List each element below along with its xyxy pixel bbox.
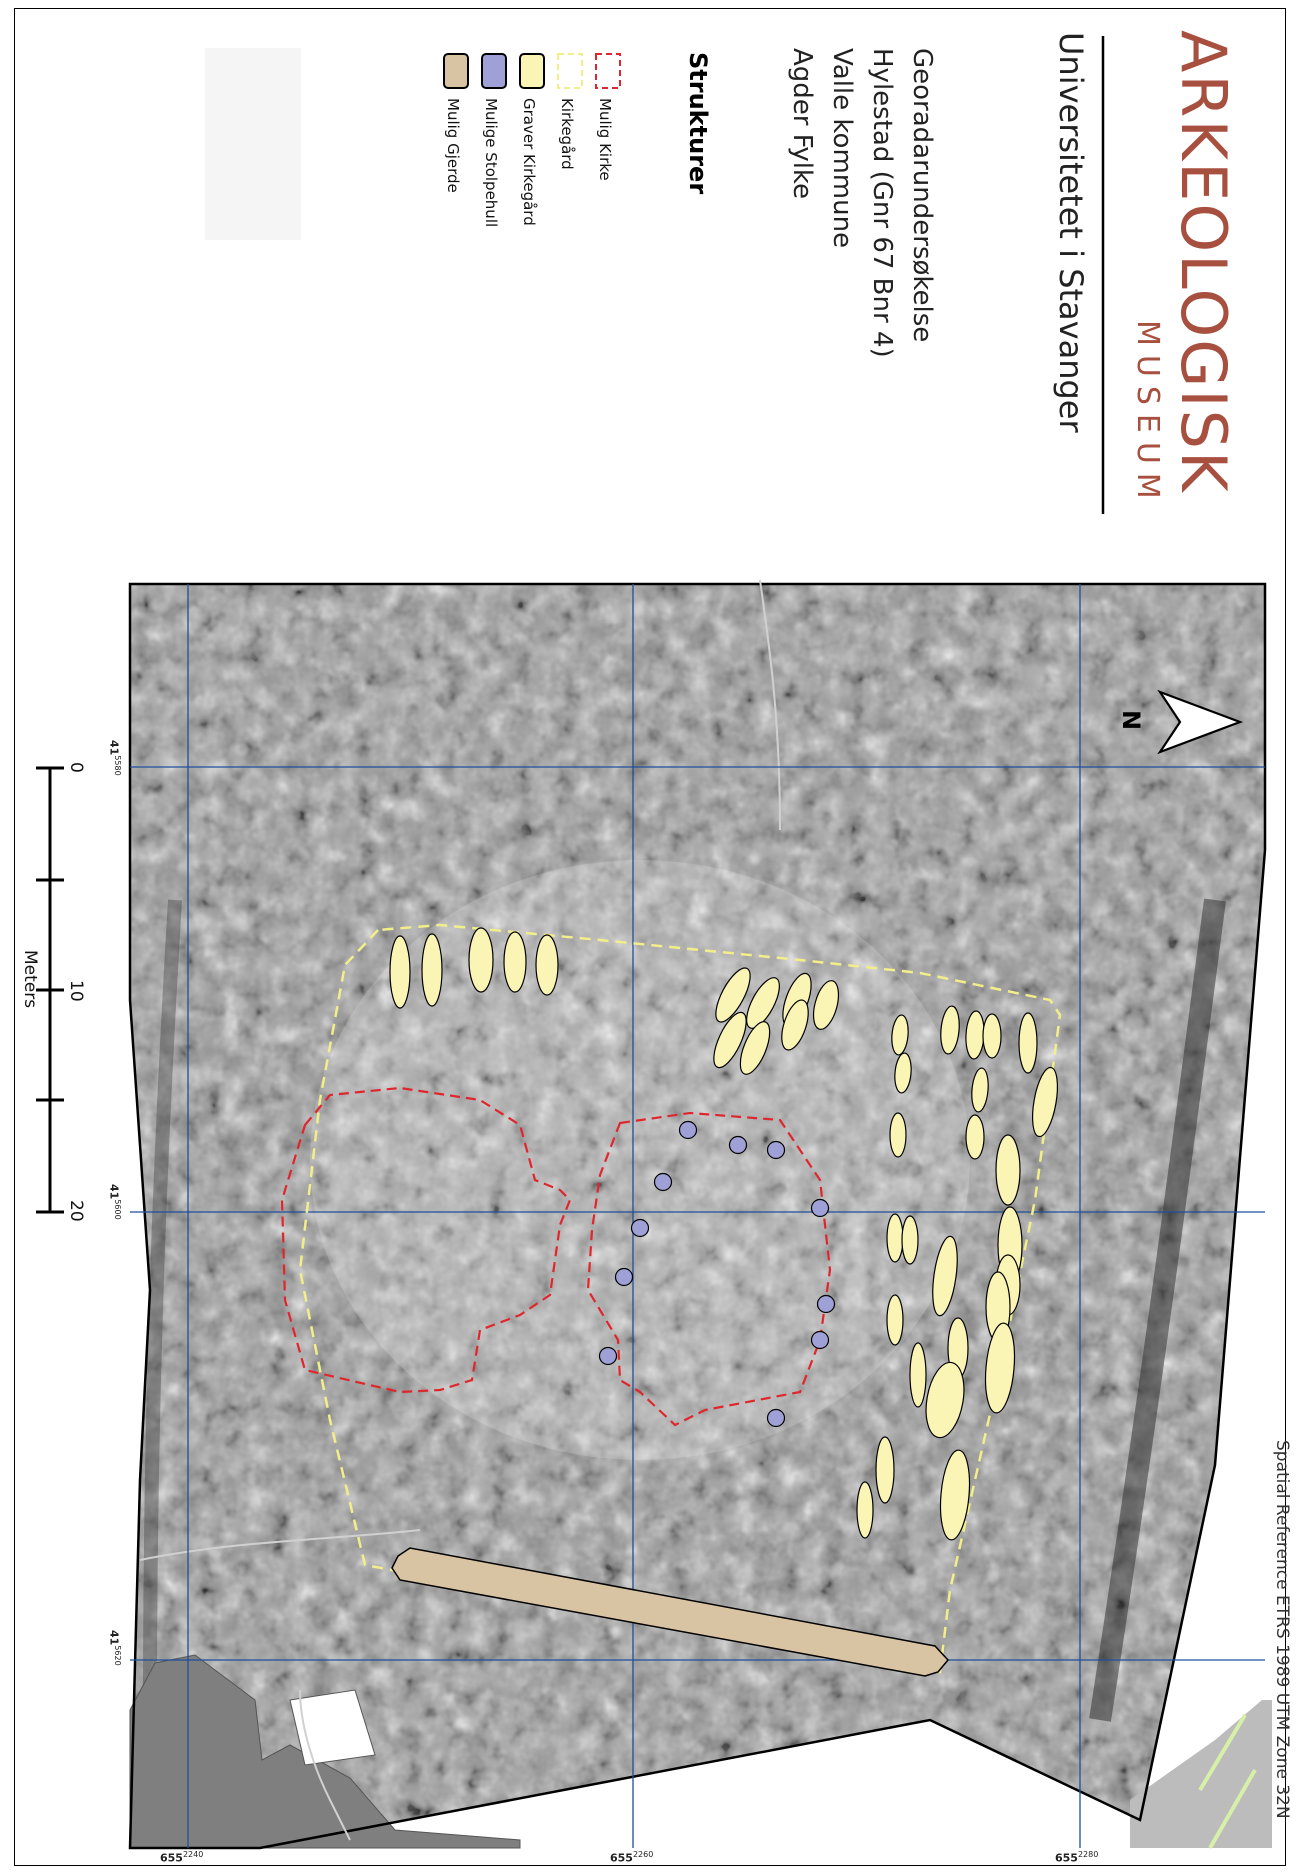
north-arrow: [1157, 689, 1244, 755]
scale-label-0: 0: [66, 762, 86, 773]
grave: [812, 980, 840, 1030]
institution-name: Universitetet i Stavanger: [1052, 32, 1090, 433]
page-frame: [14, 8, 1286, 1866]
grave: [971, 1067, 989, 1113]
mulig-kirke-east: [586, 1111, 832, 1427]
posthole: [810, 1330, 830, 1350]
grave: [886, 1294, 904, 1346]
scale-bar: [36, 766, 64, 1214]
spatial-reference: Spatial Reference ETRS 1989 UTM Zone 32N: [1272, 1440, 1292, 1819]
posthole: [653, 1172, 673, 1192]
mulig-kirke-west: [280, 1086, 572, 1394]
grave: [909, 1342, 927, 1408]
posthole: [728, 1135, 748, 1155]
legend-label-stolpehull: Mulige Stolpehull: [482, 98, 500, 228]
scale-unit: Meters: [20, 950, 40, 1009]
scale-label-10: 10: [66, 980, 86, 1002]
grave: [739, 1021, 771, 1075]
posthole: [766, 1140, 786, 1160]
grave: [995, 1134, 1021, 1206]
grave: [982, 1013, 1002, 1059]
survey-title: Georadarundersøkelse: [907, 48, 937, 343]
posthole: [766, 1408, 786, 1428]
northing-label-3: 415620: [107, 1630, 122, 1666]
scale-label-20: 20: [66, 1200, 86, 1222]
northing-label-1: 415580: [107, 740, 122, 776]
grave: [889, 1112, 907, 1158]
municipality: Valle kommune: [827, 48, 857, 249]
adjacent-raster-patch: [1130, 1700, 1272, 1849]
posthole: [614, 1267, 634, 1287]
grave: [781, 999, 809, 1051]
legend-label-mulig-kirke: Mulig Kirke: [596, 98, 614, 181]
grave: [389, 935, 411, 1009]
grave: [713, 1011, 747, 1069]
county: Agder Fylke: [787, 48, 817, 200]
grave: [535, 934, 559, 996]
grave: [891, 1014, 909, 1056]
north-label: N: [1117, 710, 1145, 731]
posthole: [630, 1218, 650, 1238]
gpr-raster: [130, 584, 1265, 1848]
survey-outline: [128, 582, 1267, 1850]
grave: [925, 1361, 965, 1439]
posthole: [816, 1294, 836, 1314]
grave: [932, 1235, 958, 1317]
grave: [1018, 1012, 1038, 1074]
grave: [965, 1114, 985, 1160]
easting-label-1: 6552240: [160, 1850, 204, 1865]
postholes-layer: [598, 1120, 836, 1428]
legend-label-kirkegard: Kirkegård: [558, 98, 576, 170]
posthole: [810, 1198, 830, 1218]
graves-layer: [389, 927, 1059, 1541]
grave: [856, 1481, 874, 1539]
logo-main: ARKEOLOGISK: [1167, 30, 1240, 494]
grave: [984, 1322, 1016, 1414]
legend-label-graver: Graver Kirkegård: [520, 98, 538, 226]
grave: [421, 933, 443, 1007]
legend-swatches: [443, 53, 621, 89]
logo-sub: MUSEUM: [1130, 320, 1165, 508]
northing-label-2: 415600: [107, 1184, 122, 1220]
legend-swatch-graver: [519, 53, 545, 89]
property-line: [139, 579, 781, 1841]
posthole: [678, 1120, 698, 1140]
location-line: Hylestad (Gnr 67 Bnr 4): [867, 48, 897, 358]
mulig-gjerde: [391, 1547, 949, 1677]
legend-swatch-mulig-kirke: [595, 53, 621, 89]
legend-swatch-kirkegard: [557, 53, 583, 89]
grave: [503, 931, 527, 993]
grave: [1031, 1066, 1059, 1138]
grave: [875, 1436, 895, 1504]
grave: [886, 1213, 904, 1263]
map-grid: [130, 584, 1265, 1848]
legend-swatch-stolpehull: [481, 53, 507, 89]
easting-label-2: 6552260: [610, 1850, 654, 1865]
grave: [901, 1215, 919, 1265]
grave: [939, 1449, 971, 1541]
grave: [715, 967, 751, 1023]
posthole: [598, 1346, 618, 1366]
building-footprints: [129, 1654, 521, 1849]
grave: [468, 927, 494, 993]
legend-title: Strukturer: [684, 52, 712, 195]
grave: [746, 977, 780, 1029]
easting-label-3: 6552280: [1055, 1850, 1099, 1865]
legend-swatch-gjerde: [443, 53, 469, 89]
blank-box: [205, 48, 301, 240]
grave: [894, 1052, 912, 1094]
grave: [940, 1005, 960, 1055]
legend-label-gjerde: Mulig Gjerde: [444, 98, 462, 193]
